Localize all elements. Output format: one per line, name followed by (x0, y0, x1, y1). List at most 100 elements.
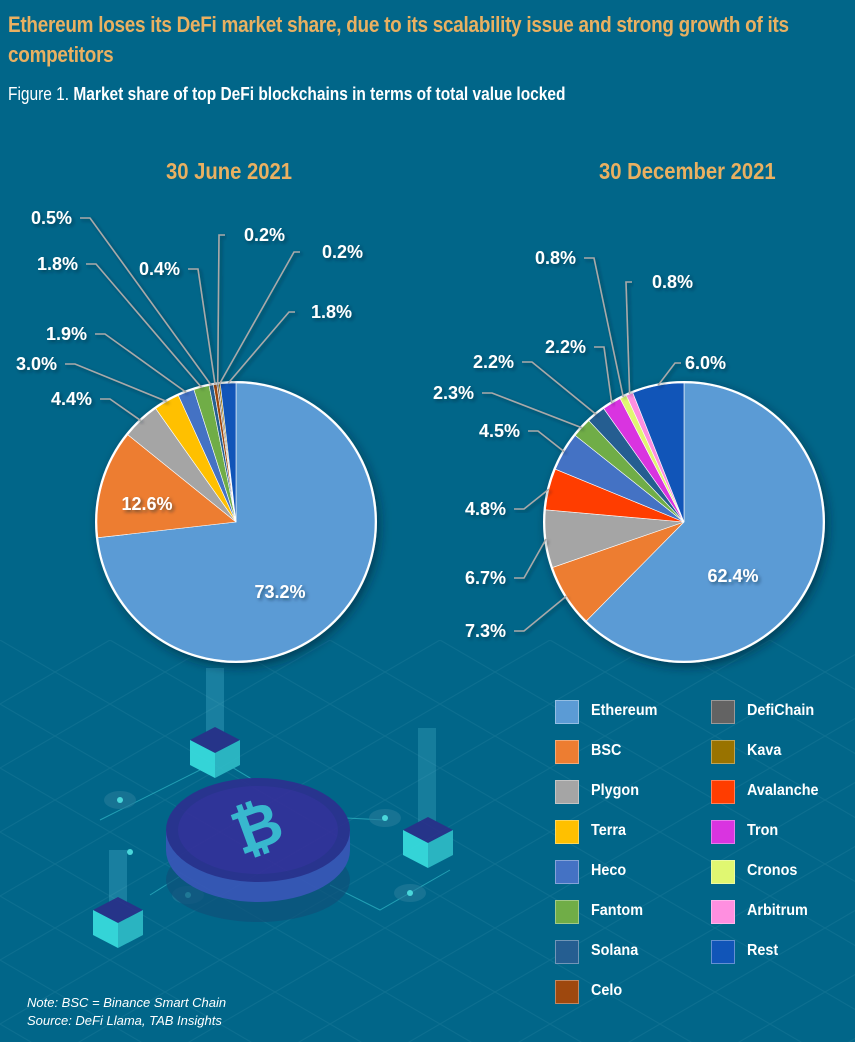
legend-swatch-fantom (555, 900, 579, 924)
legend-label: Tron (747, 822, 779, 839)
pie-december-2021 (543, 381, 825, 663)
june-leader-line (65, 363, 168, 403)
december-leader-line (625, 281, 632, 395)
june-leader-line (80, 217, 212, 386)
legend-item-celo: Celo (555, 980, 695, 1006)
june-label-fantom: 1.8% (37, 254, 78, 274)
legend-label: Plygon (591, 782, 640, 799)
december-leader-line (514, 488, 550, 510)
legend-label: Avalanche (747, 782, 819, 799)
legend-item-arbitrum: Arbitrum (711, 900, 851, 926)
legend-item-kava: Kava (711, 740, 851, 766)
legend-label: Solana (591, 942, 639, 959)
legend-item-tron: Tron (711, 820, 851, 846)
december-leader-line (584, 257, 625, 398)
footnote: Note: BSC = Binance Smart Chain Source: … (27, 994, 226, 1030)
legend-label: DefiChain (747, 702, 815, 719)
legend-label: Fantom (591, 902, 644, 919)
december-label-arbitrum: 0.8% (652, 272, 693, 292)
june-leader-line (216, 234, 225, 385)
legend-item-terra: Terra (555, 820, 695, 846)
legend-swatch-arbitrum (711, 900, 735, 924)
legend-swatch-celo (555, 980, 579, 1004)
legend-item-defichain: DefiChain (711, 700, 851, 726)
percentage-labels: 73.2% 12.6% 4.4% 3.0% 1.9% 1.8% 0.5% 0.4% 0.2% 0.… (16, 208, 759, 641)
december-label-fantom: 2.3% (433, 383, 474, 403)
june-label-rest: 1.8% (311, 302, 352, 322)
legend-item-plygon: Plygon (555, 780, 695, 806)
legend-swatch-rest (711, 940, 735, 964)
legend-swatch-bsc (555, 740, 579, 764)
june-leader-line (218, 251, 300, 385)
june-leader-line (100, 398, 142, 422)
december-leader-line (514, 538, 547, 579)
june-leader-line (227, 311, 295, 384)
june-label-ethereum: 73.2% (254, 582, 305, 602)
pie-slice-bsc (96, 434, 237, 539)
december-leader-line (528, 430, 565, 453)
december-label-tron: 2.2% (545, 337, 586, 357)
pie-june-2021 (95, 381, 377, 663)
legend-item-heco: Heco (555, 860, 695, 886)
source-text: Source: DeFi Llama, TAB Insights (27, 1013, 222, 1028)
december-label-cronos: 0.8% (535, 248, 576, 268)
legend-item-fantom: Fantom (555, 900, 695, 926)
legend-item-ethereum: Ethereum (555, 700, 695, 726)
legend-label: Kava (747, 742, 782, 759)
legend-label: Cronos (747, 862, 798, 879)
legend-label: BSC (591, 742, 622, 759)
december-leader-line (482, 392, 583, 429)
june-label-celo: 0.4% (139, 259, 180, 279)
legend-swatch-plygon (555, 780, 579, 804)
legend-label: Arbitrum (747, 902, 808, 919)
pie-title-december-2021: 30 December 2021 (599, 158, 776, 184)
legend-swatch-kava (711, 740, 735, 764)
legend-swatch-tron (711, 820, 735, 844)
note-text: Note: BSC = Binance Smart Chain (27, 995, 227, 1010)
june-label-plygon: 4.4% (51, 389, 92, 409)
december-label-avalanche: 4.8% (465, 499, 506, 519)
legend-swatch-defichain (711, 700, 735, 724)
june-label-solana: 0.5% (31, 208, 72, 228)
legend-item-cronos: Cronos (711, 860, 851, 886)
legend-item-rest: Rest (711, 940, 851, 966)
legend-label: Rest (747, 942, 779, 959)
december-label-solana: 2.2% (473, 352, 514, 372)
figure-caption: Figure 1. Market share of top DeFi block… (8, 82, 565, 106)
june-leader-line (95, 333, 187, 393)
figure-title: Market share of top DeFi blockchains in … (73, 84, 566, 104)
december-label-bsc: 7.3% (465, 621, 506, 641)
legend-swatch-terra (555, 820, 579, 844)
december-leader-line (594, 346, 613, 404)
june-label-kava: 0.2% (322, 242, 363, 262)
december-label-heco: 4.5% (479, 421, 520, 441)
december-leader-line (657, 362, 681, 386)
legend-swatch-heco (555, 860, 579, 884)
leader-lines (65, 217, 681, 632)
december-label-rest: 6.0% (685, 353, 726, 373)
legend-item-solana: Solana (555, 940, 695, 966)
june-label-defichain: 0.2% (244, 225, 285, 245)
december-label-ethereum: 62.4% (707, 566, 758, 586)
june-leader-line (86, 263, 203, 388)
pie-slice-ethereum (585, 382, 824, 662)
legend-label: Heco (591, 862, 627, 879)
legend-swatch-ethereum (555, 700, 579, 724)
legend-label: Ethereum (591, 702, 658, 719)
june-label-terra: 3.0% (16, 354, 57, 374)
legend-swatch-avalanche (711, 780, 735, 804)
legend-swatch-solana (555, 940, 579, 964)
headline: Ethereum loses its DeFi market share, du… (8, 12, 789, 67)
december-label-plygon: 6.7% (465, 568, 506, 588)
legend-item-bsc: BSC (555, 740, 695, 766)
legend-swatch-cronos (711, 860, 735, 884)
june-label-heco: 1.9% (46, 324, 87, 344)
pie-title-june-2021: 30 June 2021 (166, 158, 293, 184)
june-label-bsc: 12.6% (121, 494, 172, 514)
figure-number: Figure 1. (8, 84, 70, 104)
legend-item-avalanche: Avalanche (711, 780, 851, 806)
legend-label: Terra (591, 822, 626, 839)
december-leader-line (522, 361, 597, 415)
june-leader-line (188, 268, 216, 385)
